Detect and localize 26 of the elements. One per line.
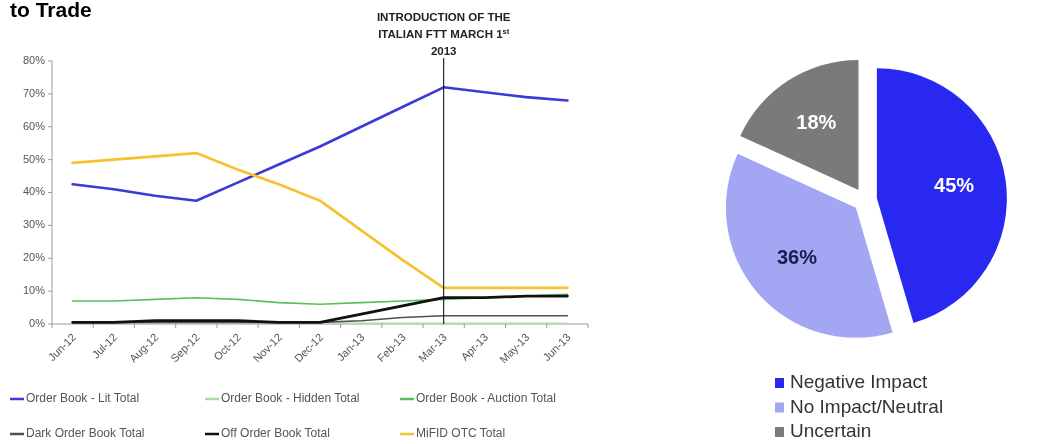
data-label: 36% (776, 246, 818, 269)
data-label: 18% (796, 111, 837, 134)
y-tick-label: 50% (22, 152, 46, 165)
legend-label: Order Book - Lit Total (26, 391, 140, 406)
line-series (71, 86, 569, 203)
legend-label: Order Book - Auction Total (416, 391, 556, 406)
chart-title: to Trade (10, 0, 92, 21)
y-tick-label: 60% (22, 119, 46, 132)
legend-label: No Impact/Neutral (790, 395, 944, 417)
legend-label: Off Order Book Total (221, 426, 330, 441)
legend-label: Uncertain (790, 420, 872, 442)
y-tick-label: 70% (22, 86, 46, 99)
y-tick-label: 0% (29, 316, 46, 329)
y-tick-label: 40% (22, 185, 46, 198)
y-tick-label: 10% (22, 284, 46, 297)
y-tick-label: 80% (22, 53, 46, 66)
legend-label: Negative Impact (790, 371, 929, 393)
data-label: 45% (934, 174, 975, 197)
legend-label: Dark Order Book Total (26, 426, 145, 441)
line-series (71, 294, 569, 324)
legend-label: MiFID OTC Total (416, 426, 506, 441)
legend-label: Order Book - Hidden Total (221, 391, 360, 406)
y-tick-label: 30% (22, 218, 46, 231)
text: INTRODUCTION OF THE ITALIAN FTT MARCH 1$^{st}$ 2013 (376, 11, 511, 57)
y-tick-label: 20% (22, 251, 46, 264)
line-series (71, 151, 569, 290)
